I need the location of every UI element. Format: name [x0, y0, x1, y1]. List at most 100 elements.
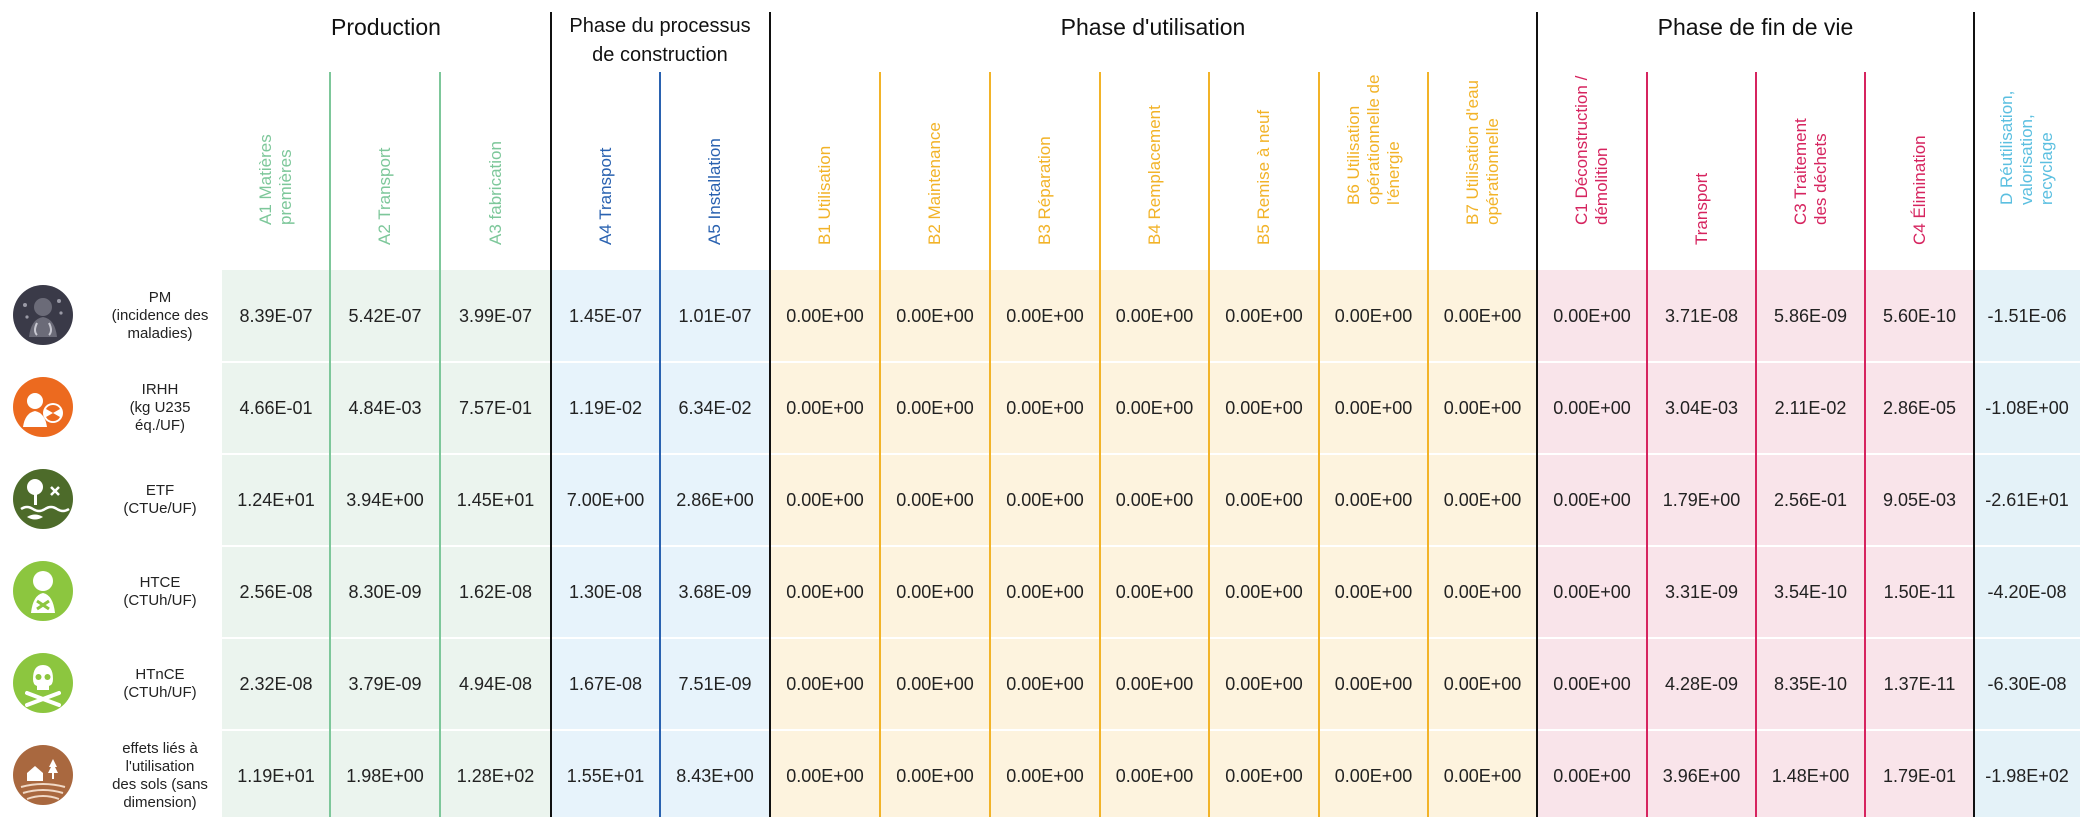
table-cell: 0.00E+00: [1334, 489, 1413, 510]
row-separator: [222, 361, 2080, 363]
table-cell: 0.00E+00: [1225, 581, 1303, 602]
particulate-matter-icon: [13, 285, 73, 345]
table-cell: 1.30E-08: [568, 581, 643, 602]
column-divider: [989, 72, 991, 817]
table-cell: 0.00E+00: [1225, 305, 1303, 326]
column-divider: [659, 72, 661, 817]
table-cell: 6.34E-02: [678, 397, 752, 418]
column-header: C1 Déconstruction / démolition: [1537, 70, 1647, 265]
table-cell: 1.50E-11: [1883, 581, 1956, 602]
column-header-label: B6 Utilisation opérationnelle de l'énerg…: [1343, 74, 1403, 205]
table-cell: 0.00E+00: [1225, 765, 1303, 786]
table-cell: 0.00E+00: [1553, 397, 1631, 418]
row-label: IRHH (kg U235 éq./UF): [129, 381, 191, 434]
column-header: B5 Remise à neuf: [1209, 70, 1319, 265]
table-cell: 1.79E-01: [1882, 765, 1957, 786]
table-cell: 5.42E-07: [348, 305, 422, 326]
table-cell: 3.68E-09: [678, 581, 752, 602]
column-header: B2 Maintenance: [880, 70, 990, 265]
table-cell: 4.84E-03: [348, 397, 422, 418]
table-cell: 0.00E+00: [1115, 305, 1194, 326]
table-cell: 3.94E+00: [346, 489, 424, 510]
column-divider: [1318, 72, 1320, 817]
column-header: B1 Utilisation: [770, 70, 880, 265]
table-cell: 4.66E-01: [239, 397, 313, 418]
table-cell: 0.00E+00: [1443, 581, 1522, 602]
table-cell: 8.39E-07: [239, 305, 313, 326]
row-label: effets liés à l'utilisation des sols (sa…: [112, 740, 208, 811]
column-header: B7 Utilisation d'eau opérationnelle: [1428, 70, 1537, 265]
table-cell: 0.00E+00: [1334, 397, 1413, 418]
row-separator: [222, 453, 2080, 455]
phase-divider: [1536, 12, 1538, 817]
column-header: D Réutilisation, valorisation, recyclage: [1974, 70, 2080, 265]
table-cell: 0.00E+00: [1115, 765, 1194, 786]
table-cell: 0.00E+00: [1553, 673, 1631, 694]
table-cell: 0.00E+00: [896, 397, 974, 418]
table-cell: 2.56E-08: [239, 581, 313, 602]
phase-title-fin-de-vie: Phase de fin de vie: [1657, 14, 1854, 40]
row-label: ETF (CTUe/UF): [123, 482, 197, 517]
land-use-icon: [13, 745, 73, 805]
table-cell: 1.45E-07: [568, 305, 643, 326]
table-cell: 2.11E-02: [1774, 397, 1847, 418]
table-cell: 0.00E+00: [1443, 397, 1522, 418]
table-cell: 8.35E-10: [1773, 673, 1848, 694]
table-cell: -1.51E-06: [1987, 305, 2067, 326]
table-cell: 3.71E-08: [1664, 305, 1739, 326]
table-cell: 0.00E+00: [786, 489, 864, 510]
table-cell: 1.62E-08: [458, 581, 533, 602]
table-cell: 0.00E+00: [1225, 489, 1303, 510]
table-cell: 0.00E+00: [1006, 673, 1084, 694]
column-header-label: A5 Installation: [705, 138, 724, 245]
column-divider: [439, 72, 441, 817]
column-header: B4 Remplacement: [1100, 70, 1209, 265]
table-cell: 0.00E+00: [1334, 581, 1413, 602]
row-separator: [222, 545, 2080, 547]
table-cell: 0.00E+00: [1115, 489, 1194, 510]
table-cell: 8.30E-09: [348, 581, 422, 602]
table-cell: 0.00E+00: [1334, 305, 1413, 326]
table-cell: 0.00E+00: [1115, 581, 1194, 602]
table-cell: 1.19E-02: [568, 397, 643, 418]
column-divider: [1864, 72, 1866, 817]
table-cell: 4.94E-08: [458, 673, 533, 694]
column-header-label: C1 Déconstruction / démolition: [1572, 75, 1611, 225]
table-cell: 0.00E+00: [1115, 397, 1194, 418]
table-cell: 8.43E+00: [676, 765, 754, 786]
column-header: Transport: [1647, 70, 1756, 265]
column-header: C3 Traitement des déchets: [1756, 70, 1865, 265]
column-header: A3 fabrication: [440, 70, 551, 265]
column-divider: [1427, 72, 1429, 817]
table-cell: 7.51E-09: [678, 673, 752, 694]
column-header-label: A4 Transport: [595, 147, 615, 245]
column-divider: [1755, 72, 1757, 817]
column-divider: [1646, 72, 1648, 817]
phase-divider: [769, 12, 771, 817]
table-cell: 0.00E+00: [1553, 765, 1631, 786]
column-header-label: C4 Élimination: [1909, 135, 1929, 245]
table-cell: 9.05E-03: [1882, 489, 1957, 510]
column-header: A5 Installation: [660, 70, 770, 265]
table-cell: 0.00E+00: [1334, 765, 1413, 786]
column-header-label: B3 Réparation: [1035, 136, 1054, 245]
table-cell: 0.00E+00: [1443, 765, 1522, 786]
column-divider: [1208, 72, 1210, 817]
table-cell: -6.30E-08: [1987, 673, 2067, 694]
column-header-label: B2 Maintenance: [925, 122, 944, 245]
table-cell: 0.00E+00: [786, 673, 864, 694]
column-header-label: B7 Utilisation d'eau opérationnelle: [1462, 80, 1502, 225]
column-header-label: D Réutilisation, valorisation, recyclage: [1997, 90, 2056, 205]
column-header-label: A3 fabrication: [485, 141, 505, 245]
column-header: B3 Réparation: [990, 70, 1100, 265]
table-cell: 1.55E+01: [566, 765, 645, 786]
table-cell: 1.28E+02: [456, 765, 535, 786]
phase-title-utilisation: Phase d'utilisation: [1060, 14, 1246, 40]
column-header-label: A1 Matières premières: [256, 134, 295, 225]
table-cell: 2.56E-01: [1773, 489, 1848, 510]
table-cell: 1.24E+01: [237, 489, 315, 510]
column-header-label: A2 Transport: [375, 147, 394, 245]
table-cell: 0.00E+00: [1006, 305, 1084, 326]
table-cell: 0.00E+00: [1006, 489, 1084, 510]
skull-crossbones-icon: [13, 653, 73, 713]
